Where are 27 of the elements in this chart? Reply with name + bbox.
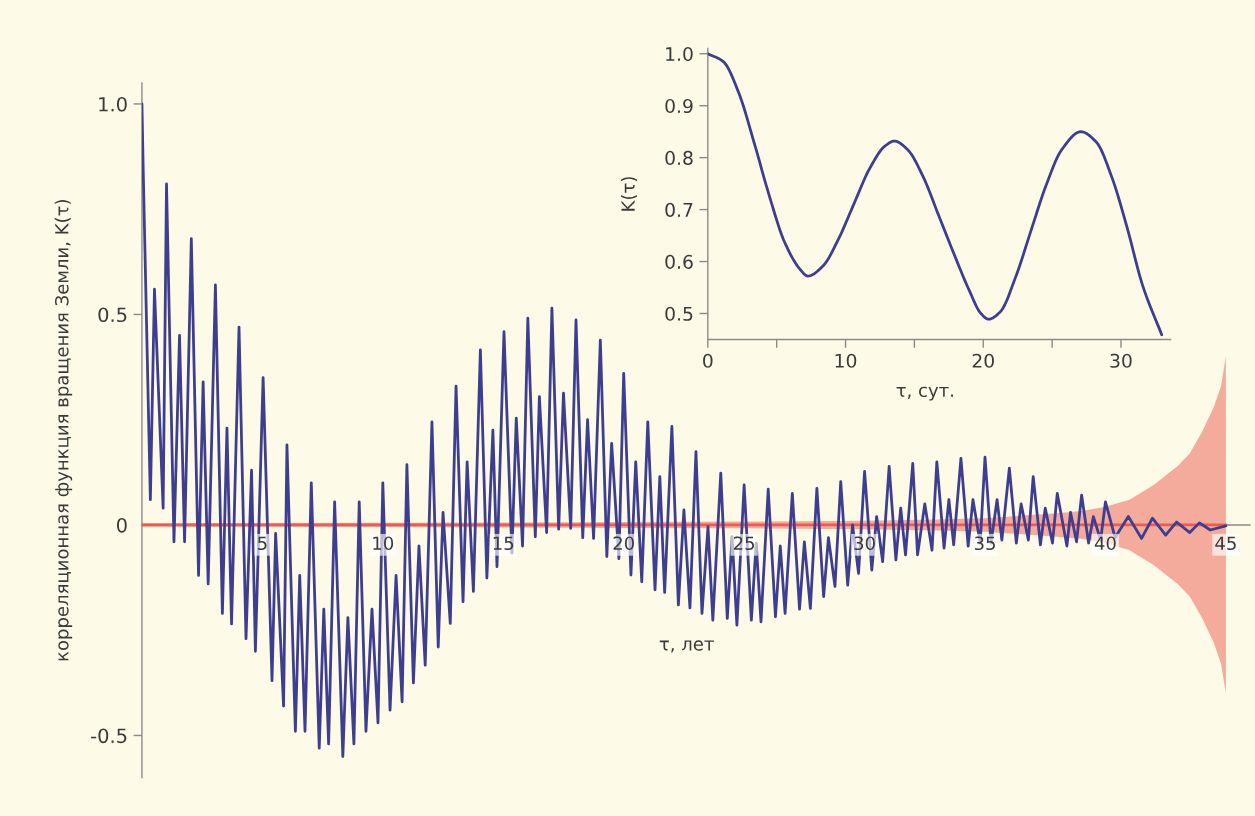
x-tick-label: 5 [258, 536, 267, 551]
x-axis-title: τ, лет [659, 640, 714, 653]
y-tick-label: 0.7 [665, 202, 693, 217]
x-tick-label: 0 [703, 353, 713, 368]
x-tick-label: 10 [373, 536, 394, 551]
x-tick-label: 30 [854, 536, 875, 551]
y-axis-title: K(τ) [620, 177, 638, 211]
x-tick-label: 30 [1110, 353, 1132, 368]
x-tick-label: 20 [613, 536, 634, 551]
x-tick-label: 20 [972, 353, 994, 368]
y-tick-label: -0.5 [91, 728, 127, 744]
y-tick-label: 0 [116, 517, 127, 533]
x-tick-label: 45 [1215, 536, 1236, 551]
y-tick-label: 0.5 [665, 306, 693, 321]
y-tick-label: 1.0 [666, 46, 693, 62]
y-tick-label: 1.0 [99, 96, 127, 112]
y-tick-label: 0.6 [665, 254, 693, 269]
y-tick-label: 0.5 [98, 307, 127, 323]
x-axis-title: τ, сут. [896, 386, 953, 401]
x-tick-label: 35 [974, 536, 995, 551]
y-tick-label: 0.9 [665, 98, 693, 114]
x-tick-label: 25 [733, 536, 755, 551]
x-tick-label: 15 [493, 536, 514, 551]
y-axis-title: корреляционная функция вращения Земли, K(τ) [54, 200, 73, 661]
x-tick-label: 40 [1094, 536, 1116, 551]
y-tick-label: 0.8 [665, 150, 693, 166]
x-tick-label: 10 [835, 353, 857, 368]
